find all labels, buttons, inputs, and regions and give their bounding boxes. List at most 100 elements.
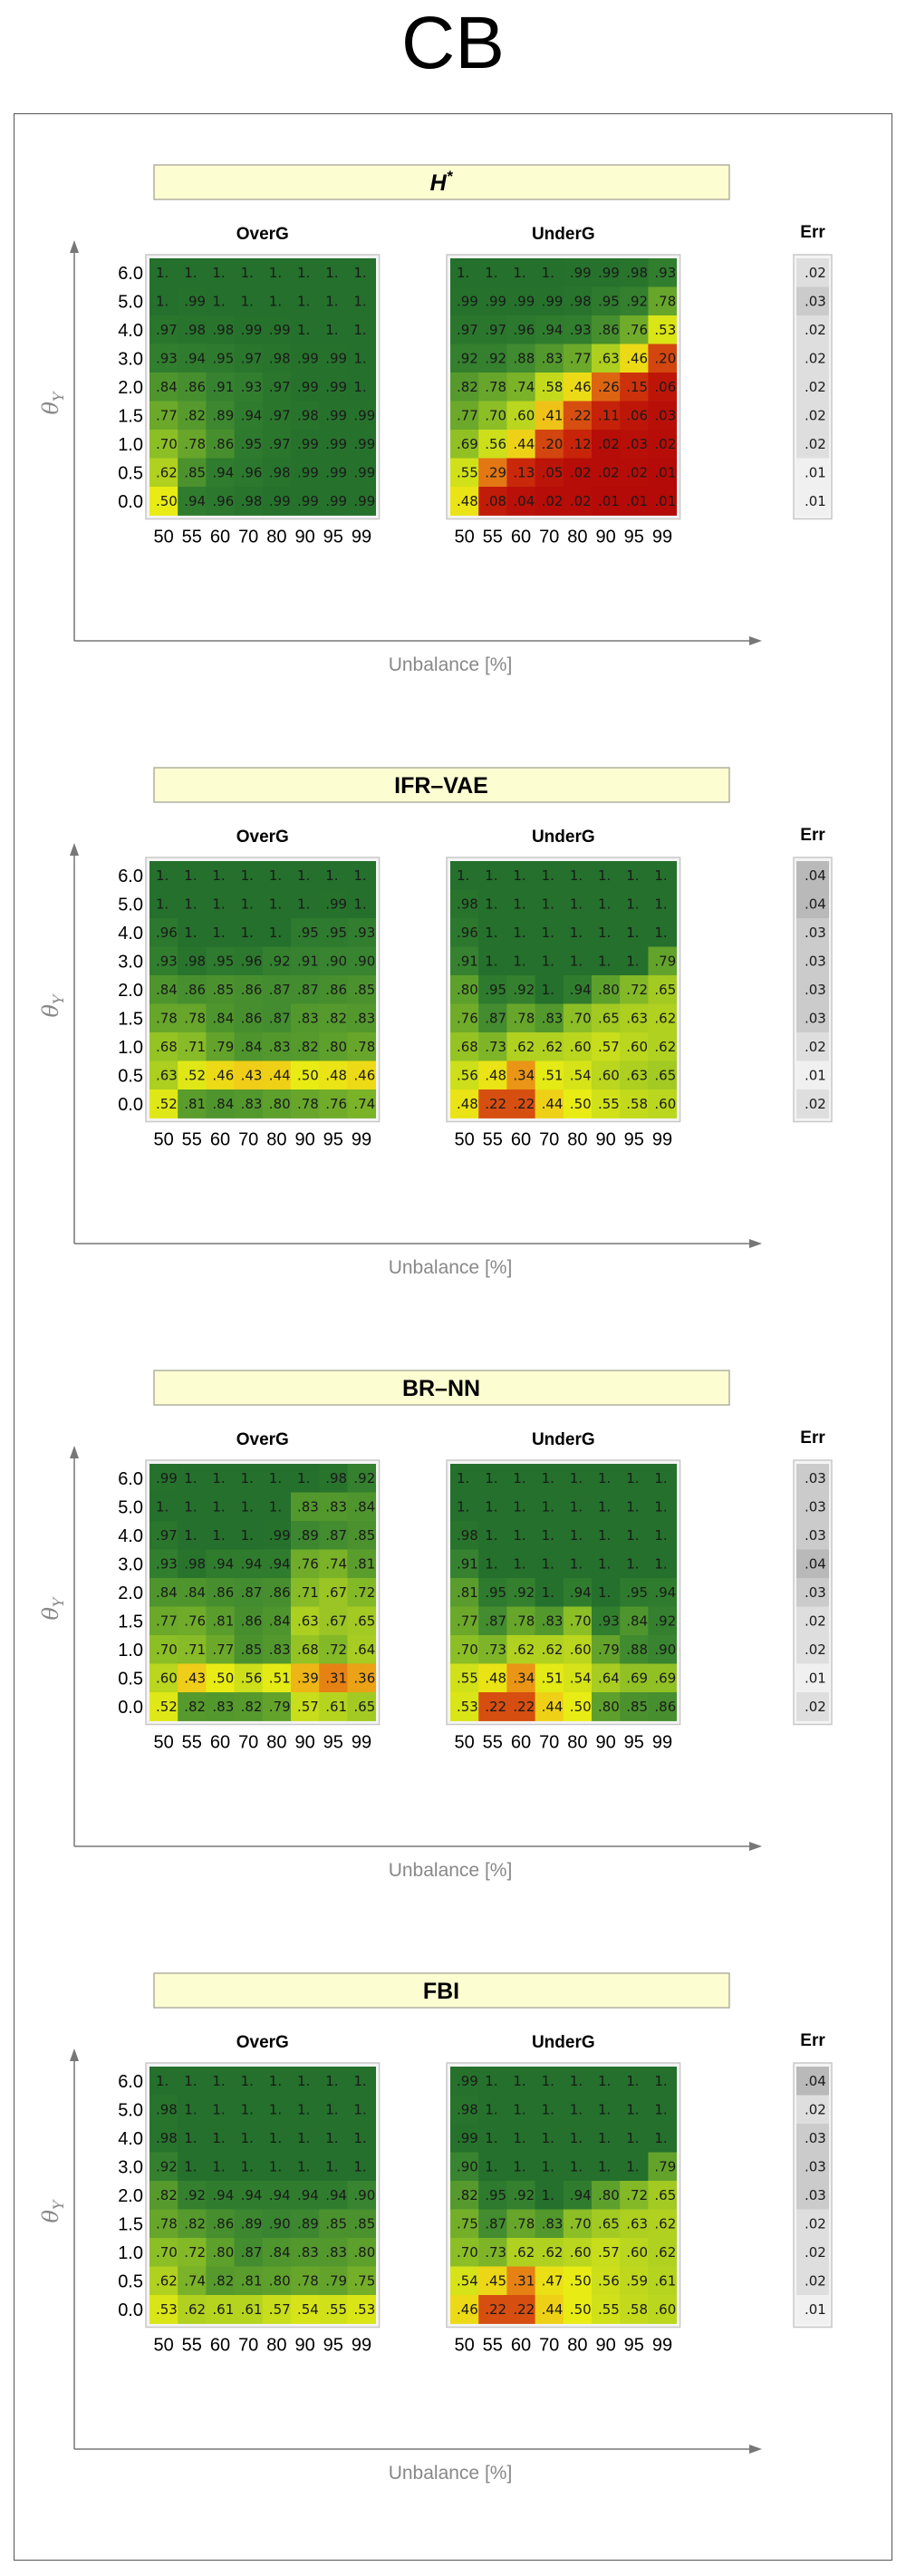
cell-value-label: 1. <box>241 2073 254 2089</box>
heatmap-cell <box>620 401 649 431</box>
cell-value-label: 1. <box>325 867 338 884</box>
y-tick-label: 5.0 <box>118 292 143 312</box>
heatmap-cell <box>149 258 178 287</box>
cell-value-label: 1. <box>457 265 469 281</box>
cell-value-label: .95 <box>297 925 319 941</box>
cell-value-label: .91 <box>457 1555 478 1572</box>
heatmap-cell <box>450 2209 479 2239</box>
cell-value-label: .75 <box>457 2215 478 2232</box>
heatmap-cell <box>535 1032 564 1061</box>
heatmap-cell <box>178 1549 207 1579</box>
cell-value-label: .98 <box>269 350 291 366</box>
cell-value-label: 1. <box>654 867 667 884</box>
heatmap-cell <box>319 1635 348 1664</box>
cell-value-label: .94 <box>241 407 263 423</box>
heatmap-cell <box>234 2238 264 2267</box>
cell-value-label: .78 <box>513 2215 535 2232</box>
heatmap-cell <box>506 401 535 431</box>
cell-value-label: 1. <box>485 265 497 281</box>
heatmap-cell <box>450 1521 479 1550</box>
cell-value-label: .78 <box>485 379 506 395</box>
heatmap-cell <box>620 889 649 919</box>
err-value-label: .01 <box>805 493 826 509</box>
heatmap-cell <box>592 401 621 431</box>
cell-value-label: 1. <box>241 293 254 309</box>
heatmap-cell <box>620 2124 649 2153</box>
heatmap-cell <box>563 2209 593 2239</box>
cell-value-label: .86 <box>212 436 234 452</box>
err-value-label: .03 <box>805 925 826 941</box>
cell-value-label: 1. <box>598 1498 611 1515</box>
heatmap-cell <box>291 487 320 516</box>
cell-value-label: .70 <box>156 2244 178 2261</box>
err-cell <box>796 458 829 488</box>
heatmap-cell <box>262 2124 292 2153</box>
heatmap-cell <box>347 1606 376 1636</box>
cell-value-label: 1. <box>626 1555 639 1572</box>
err-value-label: .04 <box>805 867 826 884</box>
heatmap-cell <box>620 1492 649 1522</box>
cell-value-label: .60 <box>654 2301 676 2318</box>
heatmap-cell <box>319 1060 348 1090</box>
chart-title-box <box>153 1972 730 2009</box>
cell-value-label: 1. <box>241 1527 254 1544</box>
heatmap-cell <box>506 458 535 488</box>
cell-value-label: 1. <box>156 1498 169 1515</box>
cell-value-label: .93 <box>156 953 178 969</box>
cell-value-label: 1. <box>542 1555 554 1572</box>
x-tick-label: 70 <box>539 1130 559 1150</box>
heatmap-cell <box>563 1464 593 1493</box>
cell-value-label: .56 <box>485 436 506 452</box>
heatmap-cell <box>535 1464 564 1493</box>
heatmap-cell <box>206 458 235 488</box>
x-tick-label: 70 <box>238 528 258 547</box>
cell-value-label: .47 <box>542 2272 564 2289</box>
cell-value-label: 1. <box>626 2158 639 2174</box>
heatmap-cell <box>319 2209 348 2239</box>
cell-value-label: .44 <box>542 1699 564 1715</box>
cell-value-label: .86 <box>269 1584 291 1601</box>
cell-value-label: 1. <box>241 896 254 912</box>
err-value-label: .04 <box>805 2073 826 2089</box>
chart-block-2: BR–NN θY Unbalance [%] OverG .99 1. 1. 1. 1. 1. .9… <box>38 1370 833 1881</box>
err-cell <box>796 430 829 459</box>
x-tick-label: 80 <box>266 528 286 547</box>
cell-value-label: .83 <box>542 350 564 366</box>
heatmap-cell <box>648 1663 677 1693</box>
heatmap-cell <box>319 2181 348 2210</box>
x-tick-label: 95 <box>624 2336 644 2356</box>
x-tick-label: 80 <box>567 2336 587 2356</box>
err-value-label: .02 <box>805 1039 826 1055</box>
cell-value-label: 1. <box>212 867 225 884</box>
heatmap-cell <box>478 2067 507 2096</box>
heatmap-cell <box>347 430 376 459</box>
y-axis-label-subscript: Y <box>50 391 67 402</box>
cell-value-label: 1. <box>626 867 639 884</box>
heatmap-cell <box>506 2067 535 2096</box>
heatmap-cell <box>234 2295 264 2324</box>
heatmap-cell <box>478 2124 507 2153</box>
cell-value-label: .80 <box>598 1699 620 1715</box>
cell-value-label: 1. <box>570 867 583 884</box>
heatmap-cell <box>206 2095 235 2125</box>
heatmap-cell <box>648 487 677 516</box>
cell-value-label: .99 <box>325 464 347 480</box>
x-tick-label: 50 <box>153 2336 173 2356</box>
cell-value-label: 1. <box>513 2158 525 2174</box>
heatmap-cell <box>149 315 178 344</box>
y-axis-label: θY <box>38 993 67 1017</box>
cell-value-label: .70 <box>156 1641 178 1658</box>
x-axis-arrow <box>749 1239 762 1248</box>
err-cell <box>796 975 829 1004</box>
heatmap-cell <box>149 458 178 488</box>
x-tick-label: 90 <box>595 1130 615 1150</box>
heatmap-cell <box>262 344 292 373</box>
heatmap-cell <box>149 1003 178 1033</box>
heatmap-cell <box>149 889 178 919</box>
heatmap-cell <box>563 975 593 1004</box>
heatmap-cell <box>206 1492 235 1522</box>
heatmap-cell <box>206 946 235 976</box>
heatmap-cell <box>620 1032 649 1061</box>
heatmap-cell <box>234 1492 264 1522</box>
heatmap-cell <box>478 458 507 488</box>
